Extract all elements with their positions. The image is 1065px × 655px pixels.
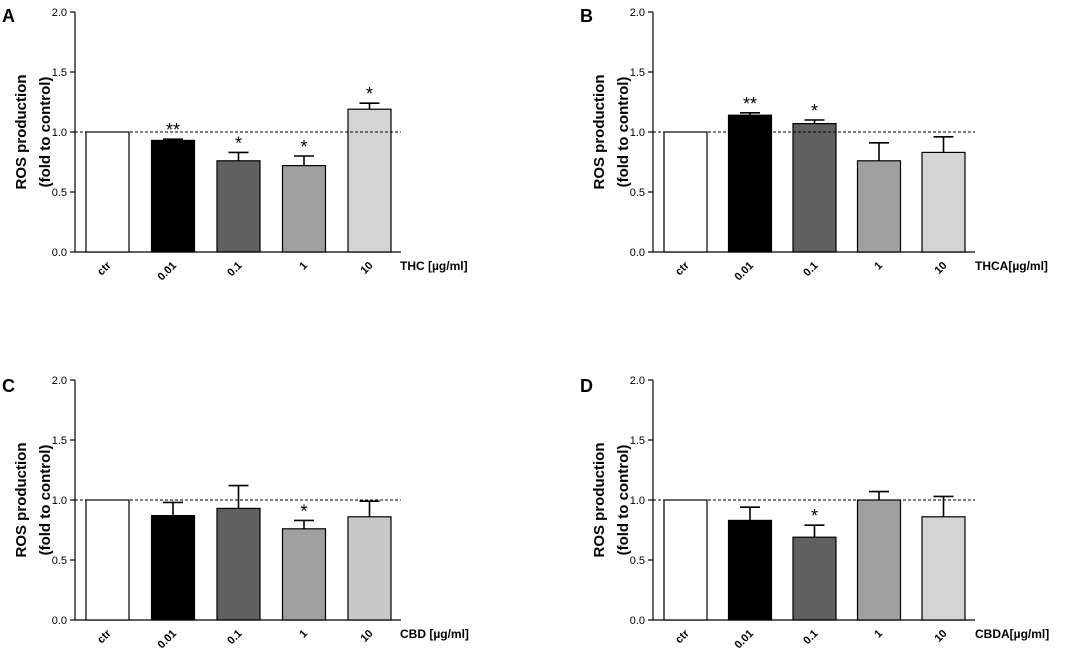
significance-marker: * [300,501,307,521]
y-tick-label: 0.5 [52,187,67,199]
x-tick-label: 10 [932,628,949,645]
x-tick-label: 0.01 [732,260,756,284]
y-tick-label: 0.5 [630,187,645,199]
bar [150,514,196,621]
bar [921,516,966,621]
x-tick-label: 0.1 [801,260,820,279]
bar [921,151,966,253]
x-tick-label: 0.1 [225,260,244,279]
bar [727,114,773,253]
x-tick-label: ctr [95,627,114,646]
panel-c: C ROS production (fold to control) 0.0 0.5 1.… [2,375,469,651]
bar [727,519,773,621]
bar [792,536,837,621]
y-tick-label: 1.5 [52,67,67,79]
y-tick-label: 1.0 [630,495,645,507]
x-tick-label: 0.1 [801,628,820,647]
bar [792,122,837,253]
y-tick-label: 1.5 [630,67,645,79]
y-axis-label-line1: ROS production [13,75,30,190]
y-axis-label-line1: ROS production [591,75,608,190]
x-axis-label: CBD [µg/ml] [400,627,469,641]
bar [856,160,902,253]
y-axis-label-line2: (fold to control) [615,445,632,556]
panel-label: D [580,376,593,396]
x-tick-label: 0.01 [155,628,179,652]
significance-marker: * [811,101,818,121]
y-tick-label: 1.0 [630,127,645,139]
y-tick-label: 0.0 [52,247,67,259]
y-axis-label-line1: ROS production [13,443,30,558]
y-tick-label: 2.0 [52,375,67,387]
y-tick-label: 1.0 [52,495,67,507]
bar [85,131,130,253]
x-tick-label: 1 [297,260,310,273]
significance-marker: ** [743,94,757,114]
x-tick-label: 0.01 [732,628,756,652]
y-tick-label: 0.0 [630,247,645,259]
x-axis-label: THCA[µg/ml] [975,259,1048,273]
bar [216,507,261,621]
significance-marker: * [366,84,373,104]
x-tick-label: 0.01 [155,260,179,284]
y-tick-label: 0.0 [630,615,645,627]
panel-label: A [2,6,15,26]
bar [347,516,392,621]
significance-marker: * [811,506,818,526]
panel-d: D ROS production (fold to control) 0.0 0.5 1.… [580,375,1049,651]
bar [216,160,261,253]
significance-marker: ** [166,120,180,140]
x-tick-label: ctr [95,259,114,278]
bar [281,165,327,253]
bar [347,108,392,253]
panel-label: B [580,6,593,26]
x-tick-label: 1 [297,628,310,641]
y-axis-label-line2: (fold to control) [37,445,54,556]
y-tick-label: 0.5 [630,555,645,567]
y-tick-label: 1.0 [52,127,67,139]
x-tick-label: 0.1 [225,628,244,647]
y-tick-label: 2.0 [630,7,645,19]
x-tick-label: 10 [358,260,375,277]
y-axis-label-line2: (fold to control) [615,77,632,188]
y-tick-label: 1.5 [52,435,67,447]
x-tick-label: 1 [872,260,885,273]
y-axis-label-line1: ROS production [591,443,608,558]
x-tick-label: 1 [872,628,885,641]
x-tick-label: 10 [358,628,375,645]
x-axis-label: CBDA[µg/ml] [975,627,1049,641]
y-tick-label: 0.0 [52,615,67,627]
significance-marker: * [235,133,242,153]
bar [150,139,196,253]
y-tick-label: 2.0 [630,375,645,387]
y-tick-label: 1.5 [630,435,645,447]
panel-b: B ROS production (fold to control) 0.0 0.5 1.… [580,6,1048,283]
y-tick-label: 0.5 [52,555,67,567]
bar [663,131,708,253]
x-tick-label: ctr [673,259,692,278]
x-tick-label: ctr [673,627,692,646]
y-tick-label: 2.0 [52,7,67,19]
bar [663,499,708,621]
x-tick-label: 10 [932,260,949,277]
panel-label: C [2,376,15,396]
y-axis-label-line2: (fold to control) [37,77,54,188]
x-axis-label: THC [µg/ml] [400,259,468,273]
panel-a: A ROS production (fold to control) 0.0 0.5 1.… [2,6,468,283]
bar [856,499,902,621]
significance-marker: * [300,137,307,157]
bar [85,499,130,621]
bar [281,528,327,621]
